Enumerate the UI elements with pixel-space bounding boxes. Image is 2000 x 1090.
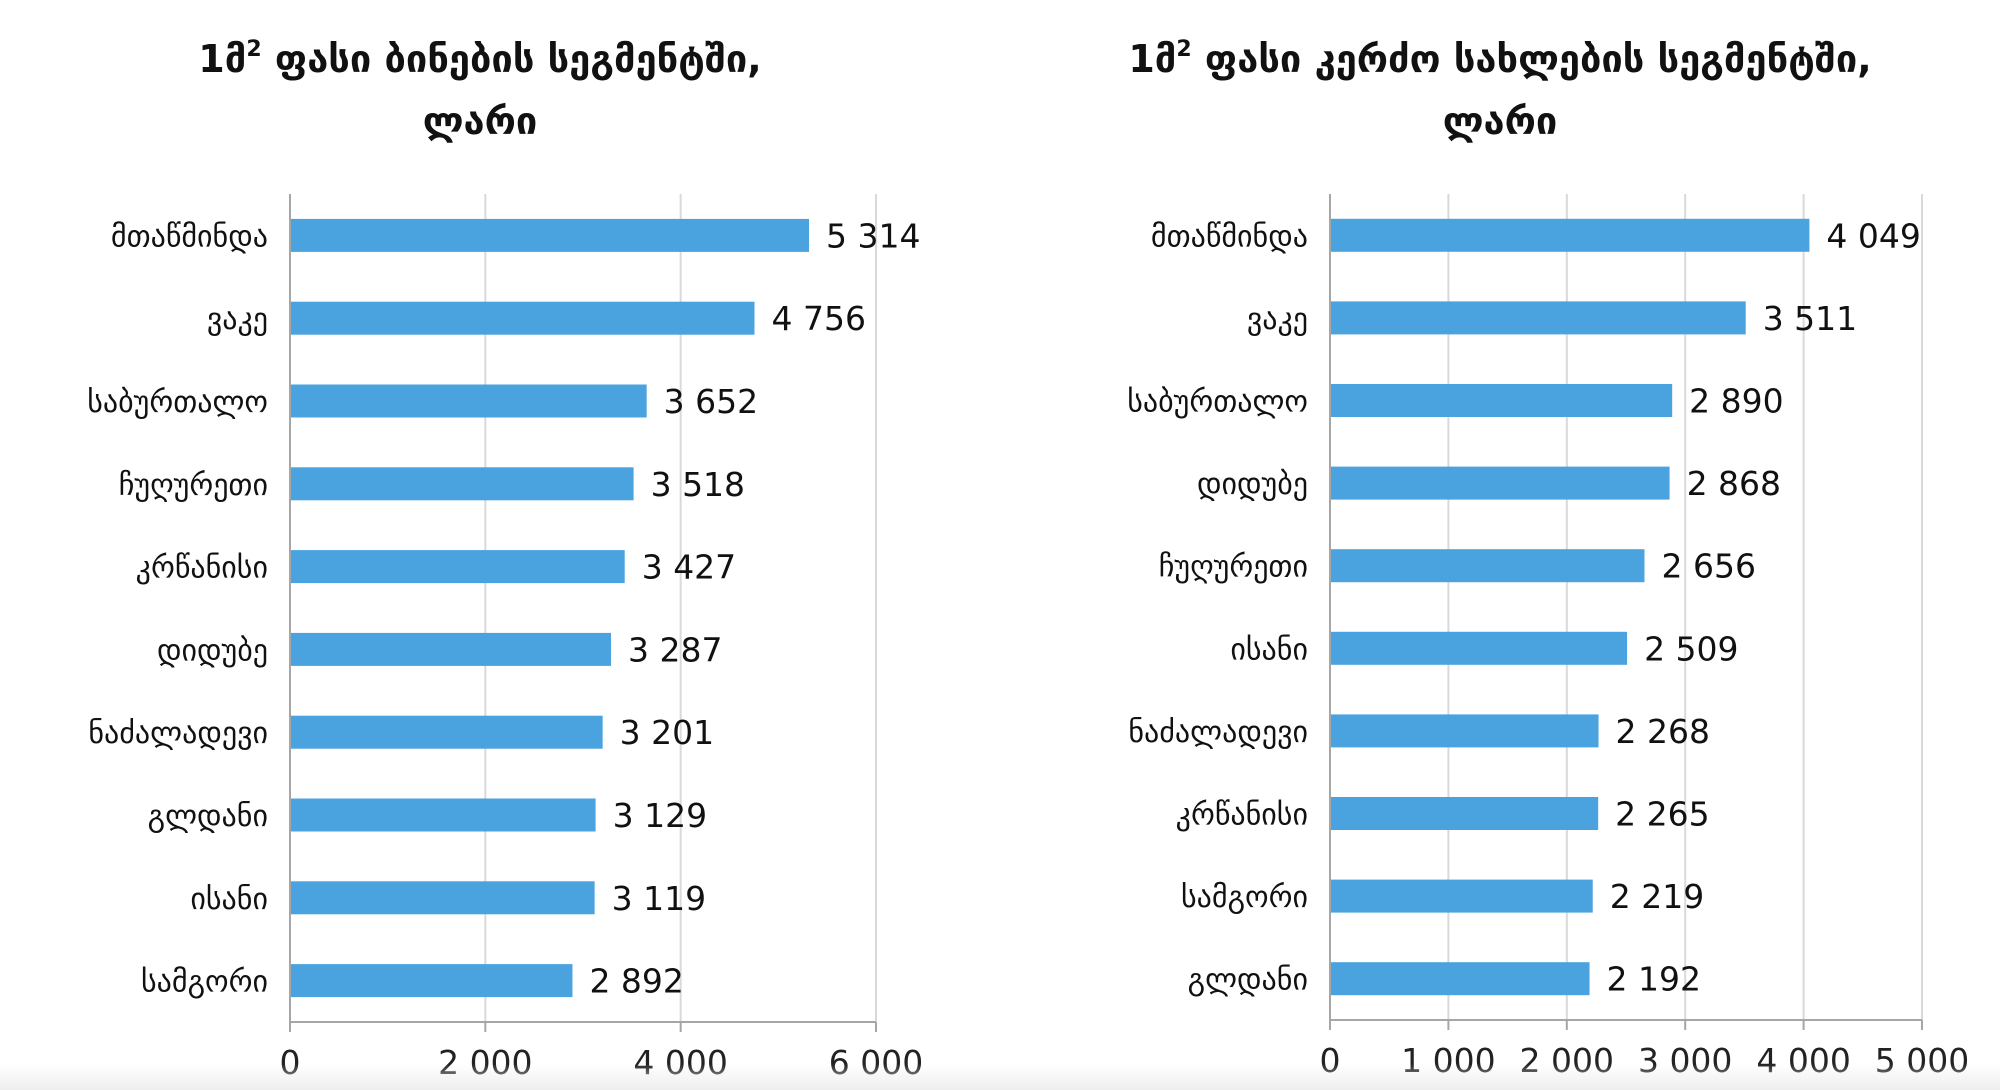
title-prefix: 1მ [198,37,247,81]
bar [1331,218,1810,252]
bar [1331,714,1599,748]
category-label: ვაკე [207,302,268,337]
bar [1331,879,1593,913]
data-label: 3 201 [620,713,714,752]
data-label: 2 868 [1687,464,1781,503]
bar [1331,384,1673,417]
category-label: სამგორი [141,965,268,1000]
category-label: ისანი [190,882,268,917]
category-label: გლდანი [148,799,268,834]
bar [291,798,596,832]
bar [291,384,647,418]
data-label: 3 287 [628,630,722,669]
data-label: 3 511 [1763,299,1857,338]
category-label: კრწანისი [1176,798,1308,833]
title-prefix: 1მ [1128,37,1177,81]
category-label: დიდუბე [1197,467,1308,502]
bar [291,881,595,915]
chart-private-houses: 1მ2 ფასი კერძო სახლების სეგმენტში, ლარი … [1000,0,2000,1090]
category-label: ჩუღურეთი [1159,550,1308,585]
data-label: 2 192 [1607,960,1701,999]
bar [1331,466,1670,500]
data-label: 2 268 [1616,712,1710,751]
category-label: საბურთალო [87,385,268,420]
bar [1331,301,1746,335]
data-label: 2 509 [1644,629,1738,668]
category-label: საბურთალო [1127,385,1308,420]
category-label: ისანი [1230,632,1308,667]
data-label: 2 890 [1689,382,1783,421]
bar [1331,797,1599,830]
title-rest: ფასი ბინების სეგმენტში, [261,37,762,81]
title-rest: ფასი კერძო სახლების სეგმენტში, [1191,37,1872,81]
category-label: სამგორი [1181,880,1308,915]
title-superscript: 2 [1176,37,1192,62]
bar [291,715,603,749]
data-label: 2 656 [1661,547,1755,586]
chart-subtitle: ლარი [1442,99,1558,143]
data-label: 5 314 [826,216,920,255]
bar [291,964,573,998]
bar [291,632,612,666]
bar [291,467,634,501]
data-label: 3 119 [612,879,706,918]
bar [291,301,755,335]
data-label: 2 265 [1615,795,1709,834]
category-label: კრწანისი [136,551,268,586]
data-label: 3 652 [664,382,758,421]
title-superscript: 2 [246,37,262,62]
chart-subtitle: ლარი [422,99,538,143]
data-label: 3 518 [651,465,745,504]
bar [1331,962,1590,996]
category-label: ნაძალადევი [1128,715,1308,750]
data-label: 4 049 [1826,216,1920,255]
category-label: ვაკე [1247,302,1308,337]
bar [291,218,810,252]
category-label: გლდანი [1188,963,1308,998]
data-label: 3 427 [642,548,736,587]
chart-title: 1მ2 ფასი ბინების სეგმენტში, ლარი [0,28,960,152]
category-label: დიდუბე [157,633,268,668]
data-label: 3 129 [613,796,707,835]
data-label: 4 756 [772,299,866,338]
category-label: ნაძალადევი [88,716,268,751]
bar [291,550,625,584]
category-label: მთაწმინდა [111,219,268,254]
category-label: ჩუღურეთი [119,468,268,503]
bar [1331,631,1628,665]
category-label: მთაწმინდა [1151,219,1308,254]
chart-title: 1მ2 ფასი კერძო სახლების სეგმენტში, ლარი [1000,28,2000,152]
bottom-shadow [0,1064,2000,1090]
data-label: 2 219 [1610,877,1704,916]
data-label: 2 892 [589,962,683,1001]
bar [1331,549,1645,583]
